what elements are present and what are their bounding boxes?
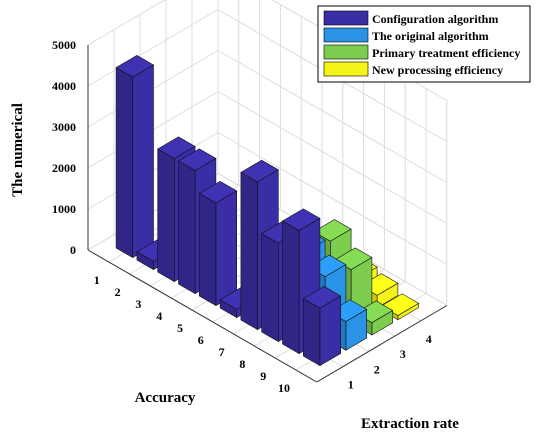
x-tick-label: 4	[426, 332, 432, 346]
bar-side-face	[199, 192, 217, 307]
gridline	[217, 91, 448, 224]
x-tick-label: 1	[348, 378, 354, 392]
y-tick-label: 4	[156, 309, 162, 323]
x-axis-line	[316, 305, 448, 383]
bar-side-face	[240, 171, 258, 331]
z-tick-label: 4000	[52, 79, 76, 93]
legend-item: Primary treatment efficiency	[323, 44, 520, 60]
x-tick-label: 3	[400, 347, 406, 361]
bar-side-face	[282, 220, 300, 355]
z-axis-label: The numerical	[10, 103, 26, 197]
y-axis-line	[87, 249, 318, 383]
legend-item: New processing efficiency	[323, 61, 503, 77]
y-tick-label: 5	[177, 321, 183, 335]
bar-front-face	[215, 190, 237, 307]
y-tick-label: 10	[278, 381, 290, 395]
legend-swatch	[323, 61, 369, 77]
bar	[198, 180, 238, 307]
z-tick-label: 3000	[52, 120, 76, 134]
bar-side-face	[219, 299, 237, 319]
legend-label: Configuration algorithm	[372, 12, 498, 26]
z-tick-label: 1000	[52, 202, 76, 216]
y-tick-label: 7	[219, 345, 225, 359]
bar-side-face	[136, 251, 154, 271]
bar-side-face	[178, 160, 196, 295]
bar-side-face	[115, 67, 133, 259]
legend-label: The original algorithm	[372, 29, 489, 43]
bar-side-face	[302, 298, 321, 367]
x-axis-label: Extraction rate	[361, 416, 459, 432]
y-tick-label: 9	[260, 369, 266, 383]
bar	[115, 55, 155, 259]
legend-swatch	[323, 27, 369, 43]
bar	[302, 286, 342, 367]
y-axis-label: Accuracy	[135, 390, 196, 406]
x-tick-label: 2	[374, 362, 380, 376]
bars-layer	[115, 55, 420, 367]
bar-side-face	[261, 233, 279, 343]
z-tick-label: 2000	[52, 161, 76, 175]
legend-item: Configuration algorithm	[323, 10, 498, 26]
z-tick-label: 5000	[52, 38, 76, 52]
bar-front-face	[132, 64, 154, 259]
y-tick-label: 1	[94, 273, 100, 287]
y-tick-label: 2	[115, 285, 121, 299]
bar-side-face	[157, 148, 175, 283]
y-tick-label: 8	[239, 357, 245, 371]
y-tick-label: 3	[135, 297, 141, 311]
z-tick-label: 0	[70, 243, 76, 257]
y-tick-label: 6	[198, 333, 204, 347]
bar-front-face	[319, 295, 342, 367]
legend-swatch	[323, 10, 369, 26]
gridline	[217, 132, 448, 265]
gridline	[87, 9, 219, 87]
legend-swatch	[323, 44, 369, 60]
legend-item: The original algorithm	[323, 27, 489, 43]
legend: Configuration algorithm The original alg…	[317, 5, 531, 83]
legend-label: New processing efficiency	[372, 63, 503, 77]
gridline	[217, 50, 448, 183]
legend-label: Primary treatment efficiency	[372, 46, 520, 60]
gridline	[87, 0, 166, 46]
